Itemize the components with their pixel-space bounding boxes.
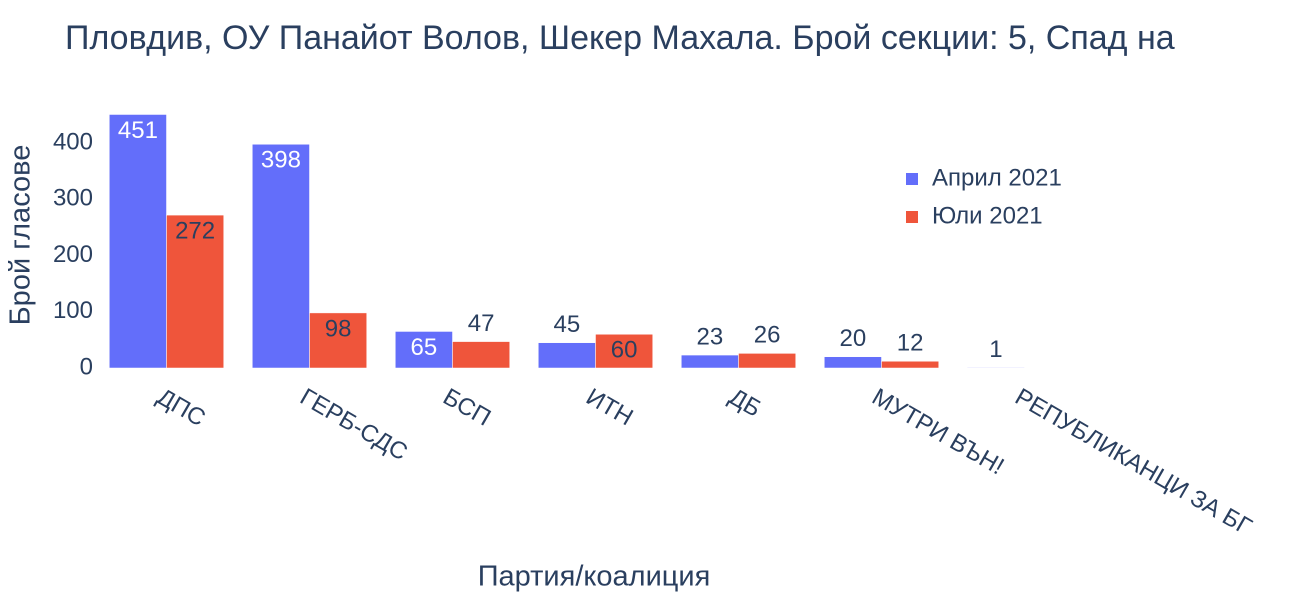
bar bbox=[109, 114, 167, 369]
legend-swatch bbox=[906, 211, 918, 223]
bar bbox=[967, 367, 1025, 369]
bar bbox=[395, 331, 453, 369]
x-tick-label: БСП bbox=[438, 383, 495, 431]
bar bbox=[166, 214, 224, 369]
bar bbox=[309, 312, 367, 369]
data-label: 1 bbox=[989, 336, 1002, 363]
data-label: 272 bbox=[175, 217, 215, 244]
data-label: 60 bbox=[611, 337, 638, 364]
data-label: 98 bbox=[325, 315, 352, 342]
y-tick-label: 100 bbox=[53, 297, 93, 324]
data-label: 65 bbox=[411, 334, 438, 361]
x-tick-label: ИТН bbox=[581, 383, 637, 431]
data-label: 451 bbox=[118, 117, 158, 144]
bar bbox=[881, 361, 939, 369]
legend-label: Юли 2021 bbox=[932, 202, 1043, 229]
data-label: 12 bbox=[897, 330, 924, 357]
chart-title: Пловдив, ОУ Панайот Волов, Шекер Махала.… bbox=[65, 19, 1175, 57]
data-label: 20 bbox=[840, 325, 867, 352]
bar bbox=[452, 341, 510, 369]
x-axis-title: Партия/коалиция bbox=[478, 561, 711, 593]
x-tick-label: ГЕРБ-СДС bbox=[295, 383, 412, 466]
y-tick-label: 200 bbox=[53, 241, 93, 268]
bar bbox=[681, 354, 739, 369]
data-label: 45 bbox=[554, 311, 581, 338]
x-tick-label: ДПС bbox=[152, 383, 210, 432]
bar bbox=[538, 342, 596, 369]
data-label: 26 bbox=[754, 322, 781, 349]
data-label: 398 bbox=[261, 147, 301, 174]
y-axis-title: Брой гласове bbox=[5, 145, 37, 326]
x-tick-label: МУТРИ ВЪН! bbox=[867, 383, 1008, 480]
legend-swatch bbox=[906, 173, 918, 185]
y-tick-label: 300 bbox=[53, 185, 93, 212]
data-label: 23 bbox=[697, 323, 724, 350]
x-tick-label: РЕПУБЛИКАНЦИ ЗА БГ bbox=[1010, 383, 1256, 540]
legend-label: Април 2021 bbox=[932, 164, 1062, 191]
bar bbox=[738, 353, 796, 369]
y-tick-label: 400 bbox=[53, 129, 93, 156]
bar bbox=[252, 144, 310, 369]
x-tick-label: ДБ bbox=[724, 383, 765, 422]
bar bbox=[595, 334, 653, 369]
data-label: 47 bbox=[468, 310, 495, 337]
bar bbox=[824, 356, 882, 369]
y-tick-label: 0 bbox=[80, 353, 93, 380]
